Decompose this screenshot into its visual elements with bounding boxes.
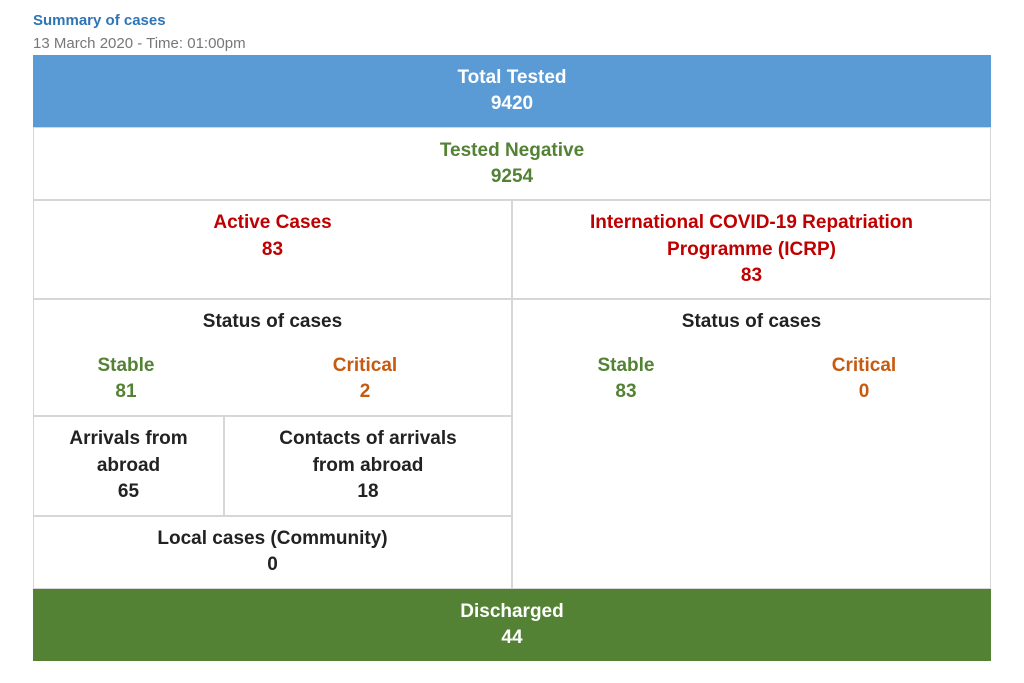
arrivals-cell (33, 416, 224, 516)
label: Critical (831, 355, 897, 376)
label: Total Tested (457, 67, 567, 88)
value: 65 (117, 481, 140, 502)
label: abroad (96, 455, 161, 476)
label: Programme (ICRP) (667, 239, 836, 260)
value: 0 (267, 554, 278, 575)
label: Arrivals from (69, 428, 188, 449)
icrp-status-cell (512, 299, 991, 589)
value: 2 (359, 381, 371, 402)
label: Contacts of arrivals (279, 428, 457, 449)
summary-title: Summary of cases (33, 12, 166, 29)
label: International COVID-19 Repatriation (589, 212, 914, 233)
contacts-cell (224, 416, 512, 516)
title: Status of cases (681, 311, 822, 332)
value: 44 (501, 627, 523, 648)
summary-date: 13 March 2020 - Time: 01:00pm (33, 35, 246, 52)
title: Status of cases (202, 311, 343, 332)
value: 9420 (490, 93, 534, 114)
label: Active Cases (213, 212, 332, 233)
active-cases-cell (33, 200, 512, 299)
active-status-cell (33, 299, 512, 416)
value: 18 (357, 481, 379, 502)
value: 83 (615, 381, 637, 402)
label: Stable (597, 355, 655, 376)
local-cell (33, 516, 512, 589)
value: 83 (740, 265, 763, 286)
label: Discharged (460, 601, 564, 622)
label: Critical (332, 355, 398, 376)
icrp-cell (512, 200, 991, 299)
value: 9254 (490, 166, 534, 187)
label: Stable (97, 355, 155, 376)
value: 81 (115, 381, 137, 402)
label: Local cases (Community) (157, 528, 388, 549)
label: from abroad (312, 455, 424, 476)
discharged-cell (33, 589, 991, 661)
tested-negative-cell (33, 127, 991, 200)
value: 83 (261, 239, 284, 260)
total-tested-cell (33, 55, 991, 127)
label: Tested Negative (439, 140, 585, 161)
value: 0 (858, 381, 870, 402)
